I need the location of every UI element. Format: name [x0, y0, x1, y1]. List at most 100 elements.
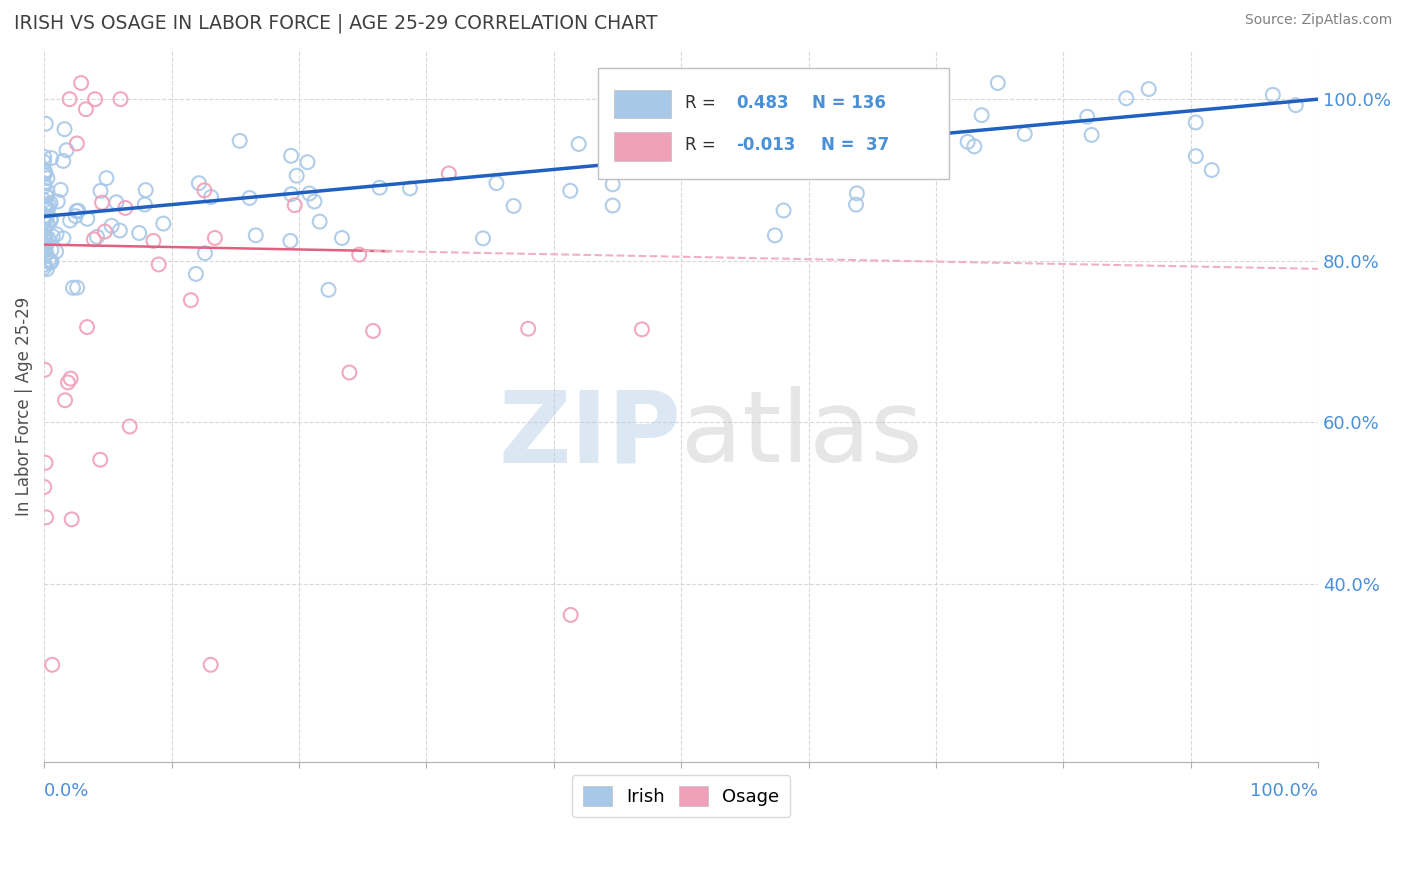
- Text: atlas: atlas: [681, 386, 922, 483]
- Point: [628, 153, 651, 167]
- Text: 0.0%: 0.0%: [44, 782, 90, 800]
- Point: [41, 243, 63, 257]
- Point: [38, 255, 60, 269]
- Point: [60, 512, 83, 526]
- Point: [35, 228, 58, 243]
- Point: [361, 324, 384, 338]
- Point: [184, 267, 207, 281]
- Point: [152, 217, 174, 231]
- Point: [560, 184, 582, 198]
- Point: [37, 171, 59, 186]
- Point: [347, 247, 370, 261]
- Point: [180, 293, 202, 308]
- Point: [599, 131, 621, 145]
- Point: [89, 184, 111, 198]
- Point: [59, 213, 82, 227]
- Point: [70, 76, 93, 90]
- Point: [304, 194, 326, 209]
- Point: [330, 231, 353, 245]
- Point: [308, 214, 330, 228]
- Point: [39, 255, 62, 269]
- Point: [34, 456, 56, 470]
- Point: [832, 126, 855, 140]
- Point: [108, 223, 131, 237]
- Point: [37, 217, 59, 231]
- Point: [1080, 128, 1102, 142]
- Point: [200, 657, 222, 672]
- Point: [1285, 98, 1308, 112]
- Point: [284, 198, 307, 212]
- Point: [39, 151, 62, 165]
- Point: [42, 229, 65, 244]
- Point: [75, 102, 97, 116]
- Point: [148, 257, 170, 271]
- Point: [65, 209, 87, 223]
- Point: [35, 199, 58, 213]
- Point: [897, 136, 920, 150]
- Point: [34, 211, 56, 226]
- Point: [763, 228, 786, 243]
- Point: [821, 149, 844, 163]
- Point: [32, 228, 55, 243]
- Point: [35, 234, 58, 248]
- Point: [502, 199, 524, 213]
- Point: [45, 227, 67, 242]
- Point: [52, 231, 75, 245]
- Point: [472, 231, 495, 245]
- Point: [34, 199, 56, 213]
- Text: N =  37: N = 37: [821, 136, 890, 154]
- Point: [37, 218, 59, 232]
- Point: [485, 176, 508, 190]
- Point: [45, 244, 67, 259]
- Point: [84, 92, 107, 106]
- Point: [91, 195, 114, 210]
- Point: [280, 234, 302, 248]
- Point: [602, 178, 624, 192]
- Point: [58, 92, 80, 106]
- Point: [110, 92, 132, 106]
- Point: [1261, 87, 1284, 102]
- Point: [194, 246, 217, 260]
- Point: [659, 125, 682, 139]
- Point: [32, 260, 55, 275]
- Point: [32, 211, 55, 225]
- Point: [32, 201, 55, 215]
- Point: [66, 280, 89, 294]
- Y-axis label: In Labor Force | Age 25-29: In Labor Force | Age 25-29: [15, 297, 32, 516]
- Point: [318, 283, 340, 297]
- Point: [118, 419, 141, 434]
- Point: [297, 155, 319, 169]
- Point: [83, 232, 105, 246]
- Point: [100, 219, 122, 233]
- Point: [32, 176, 55, 190]
- Point: [134, 197, 156, 211]
- Point: [94, 225, 117, 239]
- Point: [66, 136, 89, 151]
- Point: [53, 393, 76, 408]
- Point: [32, 155, 55, 169]
- Point: [517, 321, 540, 335]
- Point: [672, 87, 695, 101]
- Point: [32, 179, 55, 194]
- Text: Source: ZipAtlas.com: Source: ZipAtlas.com: [1244, 13, 1392, 28]
- Point: [86, 230, 108, 244]
- Point: [399, 181, 422, 195]
- Point: [105, 195, 128, 210]
- Point: [204, 231, 226, 245]
- Point: [690, 140, 713, 154]
- Point: [245, 228, 267, 243]
- Point: [34, 363, 56, 377]
- Point: [956, 135, 979, 149]
- Point: [1201, 163, 1223, 178]
- Point: [53, 122, 76, 136]
- Point: [1184, 115, 1206, 129]
- Point: [339, 366, 361, 380]
- Point: [35, 262, 58, 277]
- Point: [1184, 149, 1206, 163]
- Point: [56, 376, 79, 390]
- Text: ZIP: ZIP: [498, 386, 681, 483]
- Text: -0.013: -0.013: [735, 136, 796, 154]
- Point: [34, 229, 56, 244]
- Point: [32, 150, 55, 164]
- Point: [41, 254, 63, 268]
